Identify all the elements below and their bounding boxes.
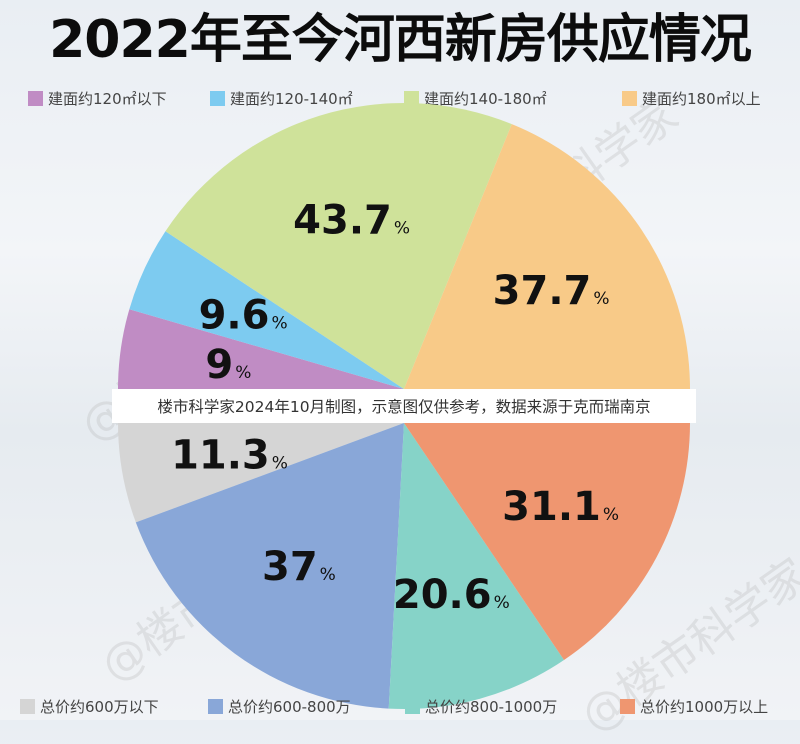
- pie-slice: [129, 231, 405, 389]
- slice-value-label: 31.1%: [502, 484, 619, 530]
- legend-label: 总价约1000万以上: [640, 697, 769, 716]
- slice-value-label: 9%: [205, 342, 251, 388]
- pie-slice: [135, 423, 404, 709]
- slice-value-label: 37.7%: [493, 268, 610, 314]
- legend-item: 总价约600-800万: [208, 696, 351, 716]
- bottom-pie: [118, 423, 690, 709]
- legend-label: 总价约800-1000万: [425, 697, 558, 716]
- legend-item: 建面约180㎡以上: [622, 88, 761, 108]
- data-labels: 9 %9.6 % 43.7 % 37.7 % 11.3 % 37% 20.6 % 31.1%: [171, 198, 619, 618]
- pie-slice: [165, 102, 512, 389]
- slice-value-label: 37%: [262, 544, 336, 590]
- legend-top: 建面约120㎡以下 建面约120-140㎡ 建面约140-180㎡ 建面约180…: [0, 84, 800, 112]
- slice-value-label: 11.3%: [171, 432, 288, 478]
- legend-swatch: [405, 698, 420, 714]
- slice-value-label: 20.6%: [393, 572, 510, 618]
- legend-swatch: [620, 698, 635, 714]
- legend-swatch: [20, 698, 35, 714]
- pie-slice: [404, 423, 690, 661]
- legend-item: 总价约800-1000万: [405, 696, 557, 716]
- top-pie: [118, 102, 690, 389]
- legend-item: 建面约120㎡以下: [28, 88, 167, 108]
- pie-chart: 楼市科学家2024年10月制图，示意图仅供参考，数据来源于克而瑞南京 9 %9.6…: [112, 102, 696, 709]
- chart-title: 2022年至今河西新房供应情况: [49, 10, 752, 70]
- legend-item: 建面约120-140㎡: [210, 88, 353, 108]
- pie-slice: [118, 309, 404, 389]
- legend-swatch: [622, 90, 637, 106]
- legend-item: 总价约600万以下: [20, 696, 159, 716]
- note-band: [112, 389, 696, 423]
- source-note: 楼市科学家2024年10月制图，示意图仅供参考，数据来源于克而瑞南京: [157, 397, 650, 416]
- legend-label: 建面约120-140㎡: [230, 89, 353, 108]
- legend-swatch: [210, 90, 225, 106]
- slice-value-label: 9.6%: [199, 293, 288, 339]
- slice-value-label: 43.7%: [293, 198, 410, 244]
- legend-swatch: [404, 90, 419, 106]
- legend-label: 总价约600万以下: [40, 697, 159, 716]
- legend-label: 建面约120㎡以下: [48, 89, 167, 108]
- legend-label: 建面约180㎡以上: [642, 89, 761, 108]
- legend-item: 总价约1000万以上: [620, 696, 768, 716]
- legend-swatch: [28, 90, 43, 106]
- legend-swatch: [208, 698, 223, 714]
- pie-slice: [118, 423, 404, 523]
- legend-label: 建面约140-180㎡: [424, 89, 547, 108]
- pie-slice: [404, 124, 690, 389]
- legend-label: 总价约600-800万: [228, 697, 351, 716]
- pie-slice: [388, 423, 565, 709]
- legend-item: 建面约140-180㎡: [404, 88, 547, 108]
- legend-bottom: 总价约600万以下 总价约600-800万 总价约800-1000万 总价约10…: [0, 692, 800, 720]
